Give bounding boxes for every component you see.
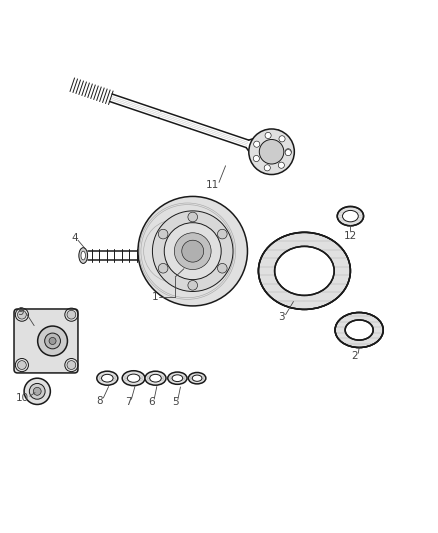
Circle shape [218,263,227,273]
Circle shape [188,212,198,222]
Text: 9: 9 [18,308,25,318]
Text: 11: 11 [206,181,219,190]
Circle shape [18,310,26,319]
Circle shape [285,150,291,156]
Text: 7: 7 [125,397,132,407]
Ellipse shape [174,233,211,270]
Ellipse shape [275,246,334,295]
Circle shape [253,156,259,161]
Circle shape [67,361,76,369]
Ellipse shape [138,197,247,306]
Circle shape [254,141,260,147]
Circle shape [265,132,271,139]
Circle shape [24,378,50,405]
Ellipse shape [127,374,140,382]
Circle shape [29,383,45,399]
Circle shape [158,263,168,273]
Ellipse shape [79,248,88,263]
Ellipse shape [97,371,118,385]
Ellipse shape [343,211,358,222]
Ellipse shape [258,232,350,310]
Circle shape [264,165,270,171]
Circle shape [278,162,284,168]
Ellipse shape [122,371,145,386]
Circle shape [158,229,168,239]
Ellipse shape [337,206,364,226]
Ellipse shape [249,129,294,174]
Circle shape [45,333,60,349]
Text: 1: 1 [152,292,159,302]
Ellipse shape [152,211,233,292]
Text: 3: 3 [278,312,285,322]
Ellipse shape [182,240,204,262]
Circle shape [33,387,41,395]
Ellipse shape [192,375,202,381]
Ellipse shape [164,223,221,280]
Text: 6: 6 [148,397,155,407]
Ellipse shape [188,373,206,384]
Ellipse shape [335,312,383,348]
Ellipse shape [259,140,284,164]
Ellipse shape [168,372,187,384]
Ellipse shape [150,374,161,382]
Ellipse shape [81,251,85,260]
Circle shape [188,280,198,290]
Text: 2: 2 [351,351,358,361]
Circle shape [285,149,291,155]
Text: 12: 12 [344,231,357,241]
Ellipse shape [345,320,373,340]
Circle shape [18,361,26,369]
Text: 5: 5 [172,397,179,407]
Circle shape [38,326,67,356]
FancyBboxPatch shape [14,309,78,373]
Circle shape [218,229,227,239]
Ellipse shape [145,371,166,385]
Ellipse shape [172,375,183,382]
Text: 8: 8 [96,396,103,406]
Text: 4: 4 [71,233,78,243]
Circle shape [49,337,56,344]
Circle shape [67,310,76,319]
Circle shape [279,136,285,142]
Text: 10: 10 [15,393,28,403]
Ellipse shape [102,374,113,382]
